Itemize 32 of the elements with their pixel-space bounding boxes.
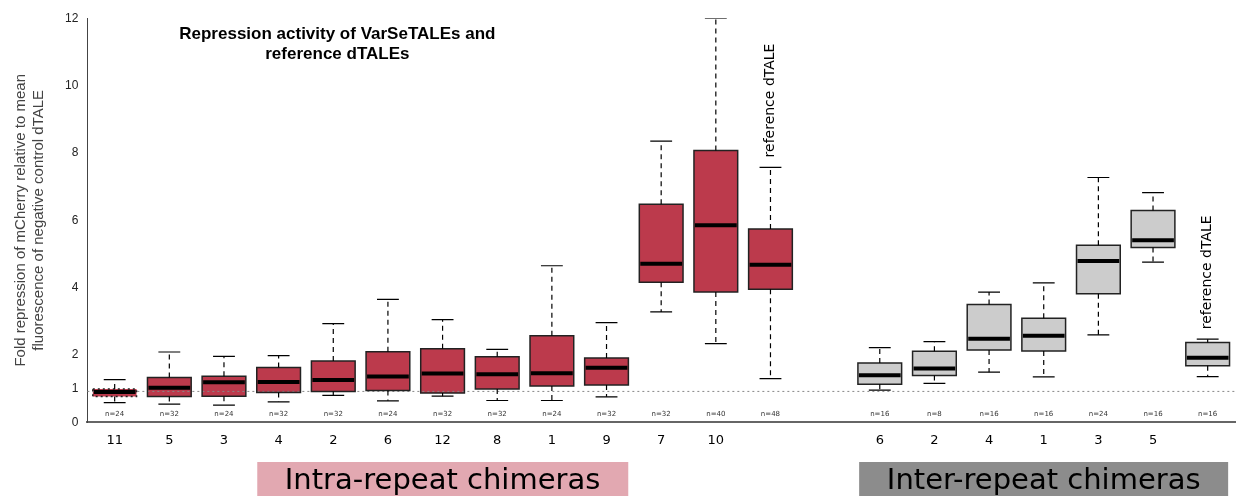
y-tick-label: 12 xyxy=(64,10,79,25)
x-tick-label: 1 xyxy=(1039,431,1048,447)
x-tick-label: 6 xyxy=(875,431,884,447)
x-tick-label: 3 xyxy=(219,431,229,447)
x-tick-label: 4 xyxy=(274,431,283,447)
x-tick-label: 4 xyxy=(984,431,994,447)
y-tick-label: 2 xyxy=(71,347,79,362)
x-tick-label: 12 xyxy=(434,431,451,447)
x-tick-label: 5 xyxy=(1148,431,1158,447)
annotation: reference dTALE xyxy=(761,43,778,158)
x-tick-label: 8 xyxy=(493,431,502,447)
y-axis-title: Fold repression of mCherry relative to mean fluorescence of negative control dTALE xyxy=(11,73,47,367)
y-tick-label: 10 xyxy=(64,77,79,92)
annotation: reference dTALE xyxy=(1198,215,1215,330)
x-tick-label: 2 xyxy=(930,431,939,447)
x-tick-label: 2 xyxy=(329,431,338,447)
x-tick-label: 11 xyxy=(106,431,123,447)
y-tick-label: 4 xyxy=(71,279,79,294)
y-tick-label: 1 xyxy=(71,381,79,396)
caption-box: Intra-repeat chimeras xyxy=(256,462,629,496)
x-tick-label: 6 xyxy=(383,431,393,447)
x-tick-label: 9 xyxy=(602,431,611,447)
text: Repression activity of VarSeTALEs and reference dTALEs xyxy=(179,24,496,64)
y-tick-label: 0 xyxy=(71,414,79,429)
x-tick-label: 5 xyxy=(165,431,174,447)
y-tick-label: 6 xyxy=(71,212,79,227)
x-tick-label: 10 xyxy=(707,431,725,447)
x-tick-label: 7 xyxy=(657,431,666,447)
caption-box: Inter-repeat chimeras xyxy=(858,462,1229,496)
x-tick-label: 1 xyxy=(547,431,557,447)
y-tick-label: 8 xyxy=(71,145,79,160)
x-tick-label: 3 xyxy=(1094,431,1103,447)
